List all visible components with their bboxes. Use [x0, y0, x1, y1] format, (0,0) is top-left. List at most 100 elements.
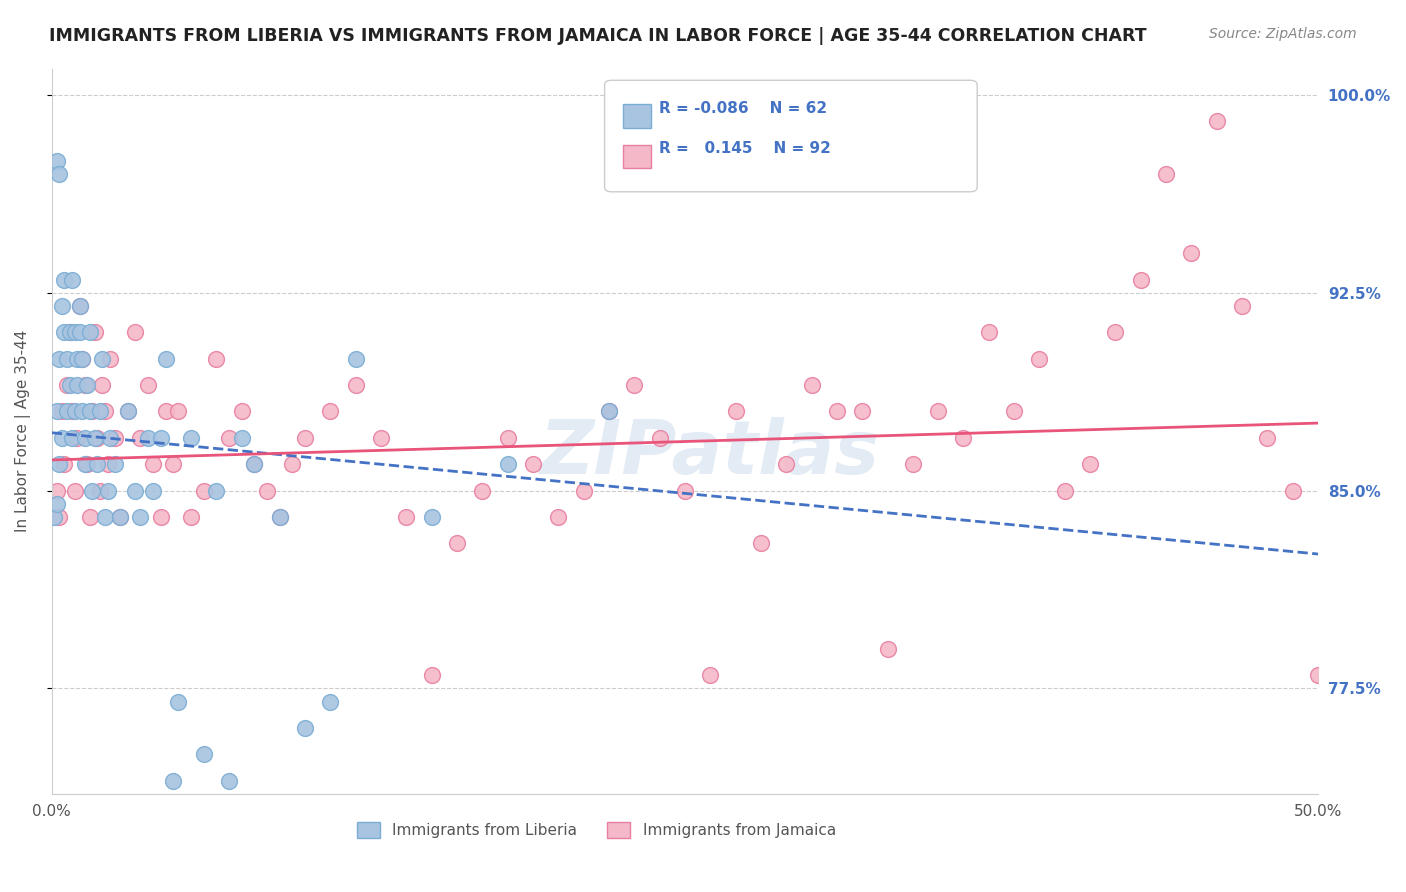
Point — [648, 431, 671, 445]
Point — [1104, 326, 1126, 340]
Point — [1230, 299, 1253, 313]
Point — [205, 483, 228, 498]
Point — [420, 510, 443, 524]
Point — [70, 404, 93, 418]
Point — [825, 404, 848, 418]
Point — [901, 457, 924, 471]
Point — [162, 457, 184, 471]
Point — [180, 431, 202, 445]
Point — [129, 510, 152, 524]
Point — [1002, 404, 1025, 418]
Point — [66, 431, 89, 445]
Point — [952, 431, 974, 445]
Point — [167, 404, 190, 418]
Point — [53, 326, 76, 340]
Point — [76, 378, 98, 392]
Point — [48, 510, 70, 524]
Point — [98, 351, 121, 366]
Point — [63, 326, 86, 340]
Point — [45, 404, 67, 418]
Point — [89, 404, 111, 418]
Point — [673, 483, 696, 498]
Point — [319, 404, 342, 418]
Point — [193, 483, 215, 498]
Point — [1256, 431, 1278, 445]
Point — [98, 431, 121, 445]
Point — [724, 404, 747, 418]
Point — [56, 378, 79, 392]
Point — [370, 431, 392, 445]
Point — [117, 404, 139, 418]
Point — [623, 378, 645, 392]
Point — [256, 483, 278, 498]
Text: R =   0.145    N = 92: R = 0.145 N = 92 — [659, 141, 831, 156]
Point — [48, 351, 70, 366]
Point — [69, 299, 91, 313]
Point — [82, 404, 104, 418]
Point — [1129, 272, 1152, 286]
Point — [60, 404, 83, 418]
Point — [218, 773, 240, 788]
Point — [136, 378, 159, 392]
Point — [86, 457, 108, 471]
Point — [231, 404, 253, 418]
Point — [149, 431, 172, 445]
Point — [699, 668, 721, 682]
Point — [69, 326, 91, 340]
Point — [70, 351, 93, 366]
Point — [91, 378, 114, 392]
Point — [205, 351, 228, 366]
Point — [108, 510, 131, 524]
Point — [45, 153, 67, 168]
Point — [1306, 668, 1329, 682]
Point — [48, 457, 70, 471]
Point — [1078, 457, 1101, 471]
Point — [60, 431, 83, 445]
Point — [496, 431, 519, 445]
Point — [167, 695, 190, 709]
Point — [547, 510, 569, 524]
Text: IMMIGRANTS FROM LIBERIA VS IMMIGRANTS FROM JAMAICA IN LABOR FORCE | AGE 35-44 CO: IMMIGRANTS FROM LIBERIA VS IMMIGRANTS FR… — [49, 27, 1147, 45]
Point — [319, 695, 342, 709]
Point — [180, 510, 202, 524]
Point — [1028, 351, 1050, 366]
Point — [193, 747, 215, 762]
Y-axis label: In Labor Force | Age 35-44: In Labor Force | Age 35-44 — [15, 330, 31, 533]
Text: Source: ZipAtlas.com: Source: ZipAtlas.com — [1209, 27, 1357, 41]
Point — [124, 326, 146, 340]
Point — [522, 457, 544, 471]
Point — [281, 457, 304, 471]
Point — [83, 431, 105, 445]
Point — [117, 404, 139, 418]
Point — [749, 536, 772, 550]
Point — [136, 431, 159, 445]
Point — [48, 167, 70, 181]
Point — [269, 510, 291, 524]
Point — [45, 497, 67, 511]
Point — [91, 351, 114, 366]
Text: R = -0.086    N = 62: R = -0.086 N = 62 — [659, 101, 828, 116]
Point — [294, 431, 316, 445]
Point — [344, 378, 367, 392]
Point — [86, 431, 108, 445]
Point — [94, 404, 117, 418]
Point — [294, 721, 316, 735]
Point — [79, 326, 101, 340]
Point — [79, 510, 101, 524]
Point — [1205, 114, 1227, 128]
Point — [218, 431, 240, 445]
Point — [243, 457, 266, 471]
Point — [63, 404, 86, 418]
Point — [155, 404, 177, 418]
Point — [63, 483, 86, 498]
Point — [96, 457, 118, 471]
Point — [58, 326, 80, 340]
Point — [44, 510, 66, 524]
Point — [775, 457, 797, 471]
Point — [395, 510, 418, 524]
Point — [149, 510, 172, 524]
Point — [58, 378, 80, 392]
Point — [70, 351, 93, 366]
Point — [51, 404, 73, 418]
Point — [155, 351, 177, 366]
